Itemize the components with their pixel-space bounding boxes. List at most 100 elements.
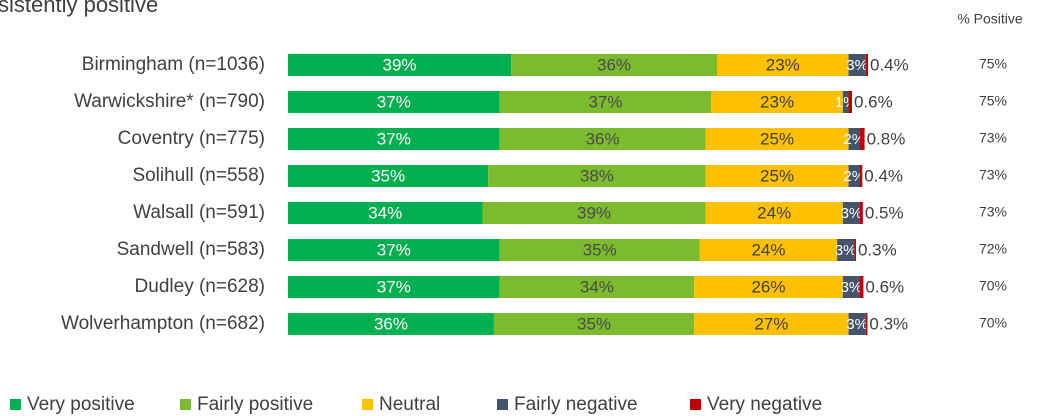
bar-segment <box>288 276 500 298</box>
value-label: 25% <box>760 129 794 148</box>
chart-title: sistently positive <box>0 0 158 17</box>
bar-segment <box>842 276 860 298</box>
value-label: 35% <box>583 240 617 259</box>
positive-value: 73% <box>979 130 1007 146</box>
value-label: 37% <box>588 92 622 111</box>
value-label: 35% <box>577 314 611 333</box>
value-label: 0.3% <box>869 314 908 333</box>
value-label: 36% <box>374 314 408 333</box>
legend-label: Neutral <box>379 394 440 415</box>
value-label: 27% <box>754 314 788 333</box>
bar-segment <box>288 239 500 261</box>
bar-segment <box>705 128 849 150</box>
value-label: 0.3% <box>858 240 897 259</box>
bar-segment <box>865 313 868 335</box>
value-label: 2% <box>843 168 865 185</box>
value-label: 2% <box>843 131 865 148</box>
positive-value: 73% <box>979 167 1007 183</box>
value-label: 23% <box>766 55 800 74</box>
positive-value: 70% <box>979 315 1007 331</box>
bar-segment <box>860 276 864 298</box>
value-label: 26% <box>751 277 785 296</box>
bar-segment <box>860 165 863 187</box>
value-label: 37% <box>377 92 411 111</box>
value-label: 25% <box>760 166 794 185</box>
legend-label: Very negative <box>707 394 822 415</box>
value-label: 39% <box>383 55 417 74</box>
category-label: Warwickshire* (n=790) <box>74 91 265 112</box>
bar-segment <box>854 239 856 261</box>
bar-segment <box>848 91 852 113</box>
bar-segment <box>848 54 866 76</box>
legend-swatch <box>180 399 191 410</box>
bar-segment <box>288 202 483 224</box>
value-label: 38% <box>580 166 614 185</box>
bar-segment <box>499 276 695 298</box>
category-label: Wolverhampton (n=682) <box>61 313 265 334</box>
bar-segment <box>511 54 717 76</box>
value-label: 0.4% <box>864 166 903 185</box>
bar-segment <box>717 54 849 76</box>
category-label: Solihull (n=558) <box>132 165 265 186</box>
bar-segment <box>288 54 512 76</box>
bar-segment <box>848 128 860 150</box>
bar-segment <box>288 128 500 150</box>
legend-label: Very positive <box>27 394 135 415</box>
bar-segment <box>837 239 855 261</box>
value-label: 3% <box>835 242 857 259</box>
bar-segment <box>288 91 500 113</box>
bar-segment <box>694 313 849 335</box>
bar-segment <box>860 128 865 150</box>
bar-segment <box>865 54 869 76</box>
positive-value: 75% <box>979 56 1007 72</box>
value-label: 0.6% <box>865 277 904 296</box>
legend-swatch <box>10 399 21 410</box>
value-label: 35% <box>371 166 405 185</box>
value-label: 36% <box>597 55 631 74</box>
category-label: Birmingham (n=1036) <box>82 54 265 75</box>
legend-label: Fairly negative <box>514 394 638 415</box>
positive-value: 72% <box>979 241 1007 257</box>
value-label: 39% <box>577 203 611 222</box>
bar-segment <box>499 239 700 261</box>
positive-value: 73% <box>979 204 1007 220</box>
value-label: 0.4% <box>870 55 909 74</box>
category-label: Sandwell (n=583) <box>117 239 265 260</box>
bar-segment <box>699 239 838 261</box>
value-label: 3% <box>841 279 863 296</box>
bar-segment <box>860 202 863 224</box>
bar-segment <box>705 165 849 187</box>
category-label: Dudley (n=628) <box>135 276 265 297</box>
value-label: 0.8% <box>867 129 906 148</box>
bar-segment <box>705 202 843 224</box>
value-label: 23% <box>760 92 794 111</box>
value-label: 24% <box>757 203 791 222</box>
bar-segment <box>288 313 494 335</box>
bar-segment <box>482 202 706 224</box>
legend-swatch <box>497 399 508 410</box>
bar-segment <box>711 91 843 113</box>
value-label: 36% <box>586 129 620 148</box>
legend-swatch <box>362 399 373 410</box>
value-label: 34% <box>580 277 614 296</box>
bar-segment <box>848 165 860 187</box>
bar-segment <box>842 202 860 224</box>
bar-segment <box>499 128 706 150</box>
value-label: 37% <box>377 277 411 296</box>
bar-segment <box>848 313 866 335</box>
bar-segment <box>499 91 712 113</box>
value-label: 3% <box>841 205 863 222</box>
bar-segment <box>288 165 489 187</box>
value-label: 0.5% <box>865 203 904 222</box>
category-label: Walsall (n=591) <box>133 202 265 223</box>
value-label: 37% <box>377 240 411 259</box>
value-label: 3% <box>846 316 868 333</box>
positive-header: % Positive <box>957 11 1023 27</box>
positive-value: 70% <box>979 278 1007 294</box>
legend-label: Fairly positive <box>197 394 313 415</box>
value-label: 0.6% <box>854 92 893 111</box>
bar-segment <box>493 313 695 335</box>
value-label: 24% <box>751 240 785 259</box>
bar-segment <box>842 91 849 113</box>
